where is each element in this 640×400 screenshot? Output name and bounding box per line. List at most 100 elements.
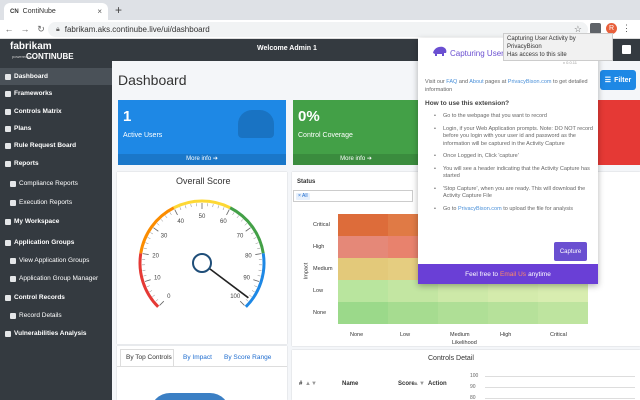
- brand-logo[interactable]: fabrikam powered by CONTINUBE: [8, 40, 102, 62]
- users-icon: [238, 110, 274, 138]
- more-info-label: More info: [340, 156, 366, 162]
- gauge-tick: [245, 227, 251, 232]
- heatmap-cell[interactable]: [388, 302, 438, 324]
- control-coverage-more-info[interactable]: More info ➔: [293, 154, 419, 165]
- step-item: Go to the webpage that you want to recor…: [433, 113, 593, 121]
- sidebar-item-view-application-groups[interactable]: View Application Groups: [0, 252, 112, 269]
- tab-by-impact[interactable]: By Impact: [183, 354, 212, 361]
- gauge-tick: [257, 275, 261, 277]
- sidebar-item-label: Reports: [14, 160, 39, 167]
- extension-puzzle-icon[interactable]: [590, 23, 601, 34]
- more-info-label: More info: [186, 156, 212, 162]
- sidebar-item-dashboard[interactable]: Dashboard: [0, 68, 112, 85]
- heatmap-cell[interactable]: [388, 280, 438, 302]
- url-input[interactable]: 🔒︎ fabrikam.aks.continube.live/ui/dashbo…: [48, 22, 588, 37]
- sidebar-item-controls-matrix[interactable]: Controls Matrix: [0, 103, 112, 120]
- tab-by-top-controls[interactable]: By Top Controls: [126, 354, 172, 361]
- active-users-more-info[interactable]: More info ➔: [118, 154, 286, 165]
- bookmark-star-icon[interactable]: ☆: [573, 24, 582, 34]
- filter-button[interactable]: ☰ Filter: [600, 70, 636, 90]
- step-item: Go to PrivacyBison.com to upload the fil…: [433, 206, 593, 214]
- score-sort-icon[interactable]: ▲▼: [413, 381, 425, 387]
- gauge-tick: [253, 237, 257, 239]
- back-icon[interactable]: ←: [4, 24, 14, 34]
- control-coverage-card: 0% Control Coverage More info ➔: [293, 100, 419, 165]
- sidebar-item-rule-request-board[interactable]: Rule Request Board: [0, 137, 112, 154]
- capture-button[interactable]: Capture: [554, 242, 587, 261]
- sidebar-item-reports[interactable]: Reports: [0, 155, 112, 172]
- sidebar-item-vulnerabilities-analysis[interactable]: Vulnerabilities Analysis: [0, 325, 112, 342]
- gauge-band: [138, 253, 160, 308]
- forward-icon[interactable]: →: [20, 24, 30, 34]
- sidebar-item-control-records[interactable]: Control Records: [0, 289, 112, 306]
- sidebar-item-record-details[interactable]: Record Details: [0, 307, 112, 324]
- intro-text: pages at: [483, 79, 508, 85]
- heatmap-cell[interactable]: [338, 302, 388, 324]
- sidebar-item-application-groups[interactable]: Application Groups: [0, 234, 112, 251]
- heatmap-cell[interactable]: [438, 280, 488, 302]
- axis-tick: 90: [470, 384, 476, 390]
- heatmap-cell[interactable]: [338, 214, 388, 236]
- step-item: You will see a header indicating that th…: [433, 166, 593, 181]
- active-tab-frame: [120, 349, 174, 367]
- profile-avatar-icon[interactable]: R: [606, 23, 617, 34]
- heatmap-cell[interactable]: [438, 302, 488, 324]
- sidebar-item-label: Record Details: [19, 312, 62, 319]
- heatmap-cell[interactable]: [338, 258, 388, 280]
- status-select[interactable]: × All: [293, 190, 413, 202]
- gauge-tick: [250, 232, 254, 235]
- control-coverage-label: Control Coverage: [298, 132, 353, 139]
- view-groups-icon: [10, 257, 16, 264]
- status-chip[interactable]: × All: [296, 193, 310, 200]
- group-manager-icon: [10, 275, 16, 282]
- active-users-label: Active Users: [123, 132, 163, 139]
- new-tab-icon[interactable]: +: [115, 3, 123, 17]
- user-menu-icon[interactable]: [622, 45, 631, 54]
- privacybison-link[interactable]: PrivacyBison.com: [507, 79, 552, 85]
- sidebar-item-label: Plans: [14, 125, 32, 132]
- heatmap-x-axis-label: Likelihood: [452, 340, 477, 346]
- heatmap-row-label: Critical: [313, 222, 330, 228]
- reports-icon: [5, 160, 11, 167]
- gauge-tick: [155, 299, 159, 302]
- email-us-link[interactable]: Email Us: [500, 270, 527, 278]
- faq-link[interactable]: FAQ: [446, 79, 458, 85]
- browser-menu-icon[interactable]: ⋮: [622, 23, 631, 33]
- how-to-heading: How to use this extension?: [425, 100, 510, 107]
- about-link[interactable]: About: [469, 79, 484, 85]
- sidebar-item-plans[interactable]: Plans: [0, 120, 112, 137]
- col-name-header[interactable]: Name: [342, 381, 359, 387]
- heatmap-cell[interactable]: [538, 280, 588, 302]
- step-item: 'Stop Capture', when you are ready. This…: [433, 186, 593, 201]
- sidebar-item-execution-reports[interactable]: Execution Reports: [0, 194, 112, 211]
- heatmap-cell[interactable]: [538, 302, 588, 324]
- sidebar-item-my-workspace[interactable]: My Workspace: [0, 213, 112, 230]
- heatmap-cell[interactable]: [338, 236, 388, 258]
- gauge-tick: [244, 223, 248, 226]
- tab-favicon: CN: [10, 8, 19, 15]
- col-score-header[interactable]: Score: [398, 381, 415, 387]
- col-number-header[interactable]: #: [299, 381, 303, 387]
- gauge-tick-label: 90: [243, 276, 250, 282]
- close-tab-icon[interactable]: ×: [97, 7, 102, 16]
- reload-icon[interactable]: ↻: [37, 23, 45, 34]
- frameworks-icon: [5, 90, 11, 97]
- heatmap-cell[interactable]: [488, 302, 538, 324]
- upload-link[interactable]: PrivacyBison.com: [457, 205, 502, 212]
- tab-by-score-range[interactable]: By Score Range: [224, 354, 272, 361]
- browser-tab[interactable]: CN ContiNube ×: [4, 3, 108, 20]
- sidebar-item-frameworks[interactable]: Frameworks: [0, 85, 112, 102]
- bison-logo-icon: [433, 46, 447, 56]
- sort-icon[interactable]: ▲▼: [305, 381, 317, 387]
- rule-request-icon: [5, 142, 11, 149]
- gauge-tick: [245, 299, 249, 302]
- sidebar-item-application-group-manager[interactable]: Application Group Manager: [0, 270, 112, 287]
- sidebar-item-label: Application Groups: [14, 239, 75, 246]
- heatmap-cell[interactable]: [338, 280, 388, 302]
- gauge-tick: [143, 247, 147, 250]
- active-users-card: 1 Active Users More info ➔: [118, 100, 286, 165]
- col-action-header[interactable]: Action: [428, 381, 447, 387]
- heatmap-cell[interactable]: [488, 280, 538, 302]
- footer-text: anytime: [528, 270, 551, 278]
- sidebar-item-compliance-reports[interactable]: Compliance Reports: [0, 175, 112, 192]
